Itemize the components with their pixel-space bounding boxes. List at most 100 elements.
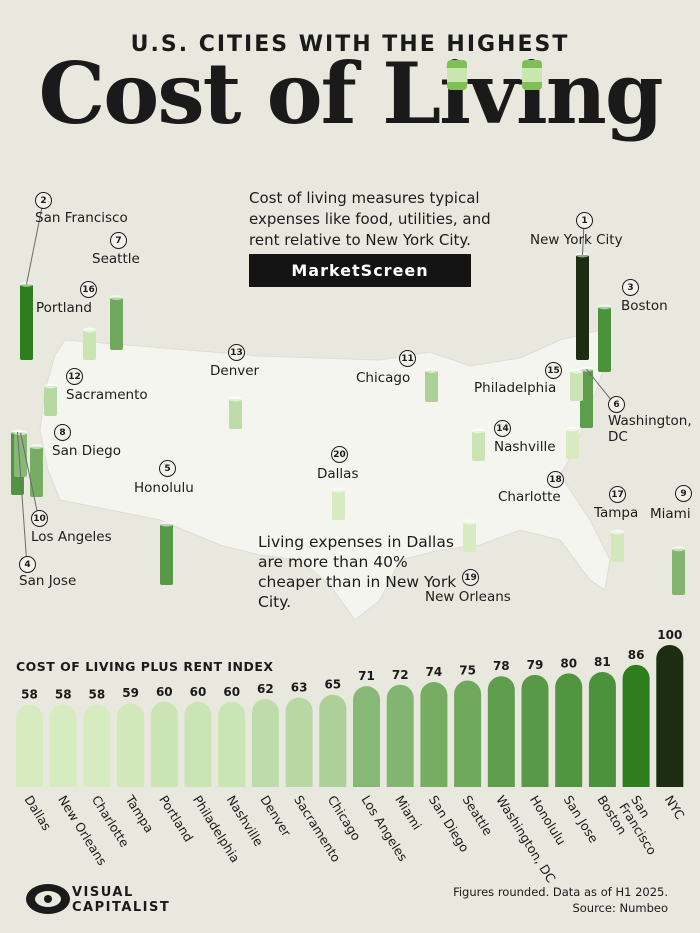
index-bar-charlotte xyxy=(83,704,111,787)
index-bar-san-diego xyxy=(420,681,448,787)
map-label-new-york-city: New York City xyxy=(530,232,623,248)
map-label-portland: Portland xyxy=(36,300,92,316)
index-chart-title: COST OF LIVING PLUS RENT INDEX xyxy=(16,659,274,674)
index-bar-boston xyxy=(588,671,616,787)
rank-badge-boston: 3 xyxy=(622,279,639,296)
map-bar-tampa xyxy=(611,532,624,562)
map-label-san-diego: San Diego xyxy=(52,443,121,459)
visual-capitalist-logo xyxy=(26,884,70,914)
map-label-washington-dc: Washington, DC xyxy=(608,413,692,445)
logo-wordmark: VISUAL CAPITALIST xyxy=(72,885,170,915)
index-label-denver: Denver xyxy=(257,793,294,840)
note-line-1: Figures rounded. Data as of H1 2025. xyxy=(453,885,668,899)
map-label-nashville: Nashville xyxy=(494,439,556,455)
map-bar-new-york-city xyxy=(576,255,589,360)
index-value-honolulu: 79 xyxy=(527,658,544,672)
map-bar-washington-dc xyxy=(580,369,593,428)
rank-badge-san-jose: 4 xyxy=(19,556,36,573)
index-value-nashville: 60 xyxy=(223,685,240,699)
map-label-new-orleans: New Orleans xyxy=(425,589,511,605)
logo-line-1: VISUAL xyxy=(72,885,134,900)
map-bar-miami xyxy=(672,548,685,595)
map-bar-san-diego xyxy=(30,446,43,497)
rank-badge-san-francisco: 2 xyxy=(35,192,52,209)
map-bar-cap-seattle xyxy=(110,295,123,300)
map-label-san-jose: San Jose xyxy=(19,573,77,589)
rank-badge-new-orleans: 19 xyxy=(462,569,479,586)
index-value-washington-dc: 78 xyxy=(493,659,510,673)
index-value-boston: 81 xyxy=(594,655,611,669)
index-value-miami: 72 xyxy=(392,668,409,682)
index-bar-miami xyxy=(386,684,414,787)
index-label-tampa: Tampa xyxy=(122,792,157,836)
index-value-philadelphia: 60 xyxy=(190,685,207,699)
index-bar-nyc xyxy=(656,645,684,787)
index-value-nyc: 100 xyxy=(657,628,682,642)
rank-badge-nashville: 14 xyxy=(494,420,511,437)
map-bar-philadelphia xyxy=(570,371,583,401)
logo-line-2: CAPITALIST xyxy=(72,900,171,915)
index-value-san-francisco: 86 xyxy=(628,648,645,662)
index-bar-sacramento xyxy=(285,697,313,787)
rank-badge-portland: 16 xyxy=(80,281,97,298)
index-value-charlotte: 58 xyxy=(89,688,106,702)
map-label-dallas: Dallas xyxy=(317,466,359,482)
index-bar-nashville xyxy=(218,701,246,787)
note-line-2: Source: Numbeo xyxy=(572,901,668,915)
map-bar-sacramento xyxy=(44,386,57,416)
rank-badge-denver: 13 xyxy=(228,344,245,361)
map-bar-charlotte xyxy=(566,429,579,459)
index-bar-chicago xyxy=(319,694,347,787)
map-bar-cap-tampa xyxy=(611,529,624,535)
map-label-boston: Boston xyxy=(621,298,668,314)
map-bar-dallas xyxy=(332,490,345,520)
index-value-chicago: 65 xyxy=(324,678,341,692)
index-bar-washington-dc xyxy=(487,676,515,787)
index-bar-denver xyxy=(251,698,279,787)
index-bar-new-orleans xyxy=(49,704,77,787)
map-bar-cap-dallas xyxy=(332,487,345,493)
map-label-chicago: Chicago xyxy=(356,370,411,386)
index-value-san-diego: 74 xyxy=(426,665,443,679)
index-value-los-angeles: 71 xyxy=(358,669,375,683)
rank-badge-new-york-city: 1 xyxy=(576,212,593,229)
map-bar-cap-miami xyxy=(672,546,685,552)
map-bar-cap-nashville xyxy=(472,428,485,434)
map-label-tampa: Tampa xyxy=(594,505,639,521)
rank-badge-seattle: 7 xyxy=(110,232,127,249)
index-bar-philadelphia xyxy=(184,701,212,787)
map-bar-cap-new-orleans xyxy=(463,519,476,525)
map-label-charlotte: Charlotte xyxy=(498,489,561,505)
index-value-tampa: 59 xyxy=(122,686,139,700)
leader-line-san-jose xyxy=(17,431,28,567)
map-bar-nashville xyxy=(472,431,485,461)
map-label-denver: Denver xyxy=(210,363,260,379)
rank-badge-san-diego: 8 xyxy=(54,424,71,441)
map-bar-cap-boston xyxy=(598,304,611,310)
map-bar-cap-denver xyxy=(229,396,242,402)
index-value-denver: 62 xyxy=(257,682,274,696)
index-value-sacramento: 63 xyxy=(291,681,308,695)
index-bar-tampa xyxy=(117,703,145,787)
map-bar-cap-philadelphia xyxy=(570,368,583,374)
index-bar-san-francisco xyxy=(622,664,650,787)
rank-badge-honolulu: 5 xyxy=(159,460,176,477)
map-label-sacramento: Sacramento xyxy=(66,387,148,403)
map-leader-lines xyxy=(17,201,617,567)
index-value-seattle: 75 xyxy=(459,664,476,678)
index-label-nyc: NYC xyxy=(662,793,688,822)
map-label-honolulu: Honolulu xyxy=(134,480,194,496)
map-bar-chicago xyxy=(425,370,438,402)
map-bar-cap-sacramento xyxy=(44,383,57,389)
index-value-new-orleans: 58 xyxy=(55,688,72,702)
page-title: Cost of Living xyxy=(38,44,663,143)
index-bar-dallas xyxy=(16,704,43,787)
map-label-san-francisco: San Francisco xyxy=(35,210,128,226)
rank-badge-tampa: 17 xyxy=(609,486,626,503)
map-bar-denver xyxy=(229,399,242,429)
index-value-dallas: 58 xyxy=(21,688,38,702)
map-label-seattle: Seattle xyxy=(92,251,140,267)
rank-badge-dallas: 20 xyxy=(331,446,348,463)
us-map-shape xyxy=(39,329,611,621)
